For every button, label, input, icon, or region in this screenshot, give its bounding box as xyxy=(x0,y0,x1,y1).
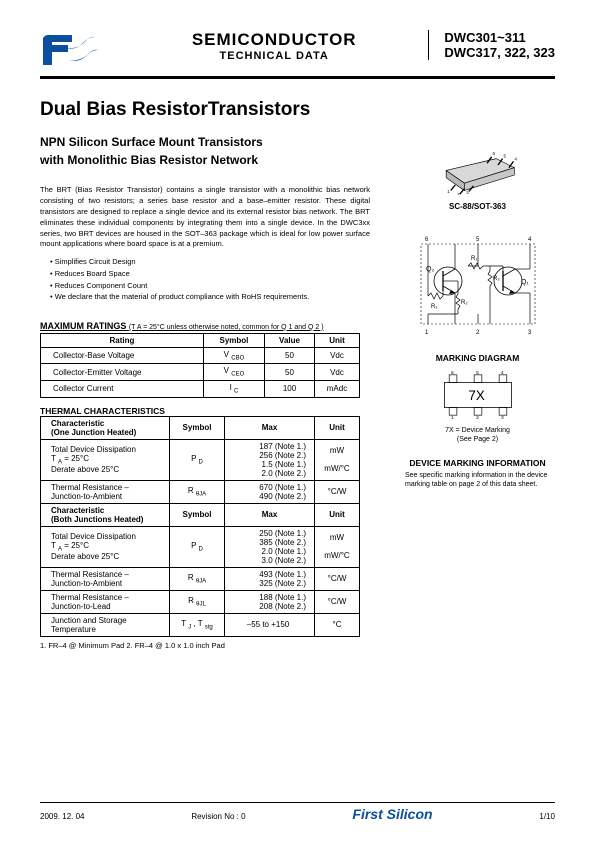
page-title: Dual Bias ResistorTransistors xyxy=(40,99,555,121)
svg-text:5: 5 xyxy=(503,154,506,159)
col-unit: Unit xyxy=(315,416,360,439)
table-header-row: Characteristic (One Junction Heated) Sym… xyxy=(41,416,360,439)
table-row: Thermal Resistance –Junction-to-Ambient … xyxy=(41,567,360,590)
svg-text:6: 6 xyxy=(492,151,495,156)
col-unit: Unit xyxy=(315,333,360,347)
col-symbol: Symbol xyxy=(170,416,225,439)
footer-page: 1/10 xyxy=(539,812,555,821)
footer-brand: First Silicon xyxy=(352,806,432,822)
marking-note-2: (See Page 2) xyxy=(405,435,550,444)
right-column: 1 2 3 4 5 6 SC-88/SOT-363 6 5 4 1 2 3 Q₂ Q₁ R₁ R… xyxy=(405,145,550,489)
package-diagram: 123 456 xyxy=(428,145,528,195)
col-symbol: Symbol xyxy=(170,503,225,526)
col-value: Value xyxy=(265,333,315,347)
svg-text:Q₂: Q₂ xyxy=(426,266,434,273)
svg-text:5: 5 xyxy=(476,237,480,243)
svg-text:6: 6 xyxy=(425,237,429,243)
thermal-subhead1b: Characteristic xyxy=(51,506,104,515)
list-item: Simplifies Circuit Design xyxy=(50,256,380,268)
thermal-subhead2b: (Both Junctions Heated) xyxy=(51,515,143,524)
thermal-subhead1: Characteristic xyxy=(51,419,104,428)
svg-text:4: 4 xyxy=(501,371,504,376)
svg-text:R₂: R₂ xyxy=(493,276,500,282)
logo xyxy=(40,30,100,70)
svg-text:1: 1 xyxy=(447,189,450,194)
table-header-row: Characteristic (Both Junctions Heated) S… xyxy=(41,503,360,526)
table-row: Thermal Resistance –Junction-to-Lead R θ… xyxy=(41,590,360,613)
circuit-diagram: 6 5 4 1 2 3 Q₂ Q₁ R₁ R₂ R₁ R₂ xyxy=(413,236,543,336)
package-label: SC-88/SOT-363 xyxy=(405,202,550,211)
footer-date: 2009. 12. 04 xyxy=(40,812,84,821)
footer-revision: Revision No : 0 xyxy=(191,812,245,821)
svg-text:R₁: R₁ xyxy=(431,304,437,310)
header: SEMICONDUCTOR TECHNICAL DATA DWC301~311 … xyxy=(40,30,555,79)
svg-text:7X: 7X xyxy=(468,388,484,403)
max-ratings-heading-text: MAXIMUM RATINGS xyxy=(40,321,126,331)
table-row: Collector-Base Voltage V CBO 50 Vdc xyxy=(41,347,360,364)
thermal-table-1: Characteristic (One Junction Heated) Sym… xyxy=(40,416,360,637)
col-unit: Unit xyxy=(315,503,360,526)
col-rating: Rating xyxy=(41,333,204,347)
svg-text:3: 3 xyxy=(528,330,532,336)
svg-text:5: 5 xyxy=(476,371,479,376)
svg-text:6: 6 xyxy=(451,371,454,376)
list-item: Reduces Component Count xyxy=(50,280,380,292)
marking-note-1: 7X = Device Marking xyxy=(405,426,550,435)
header-title: SEMICONDUCTOR xyxy=(120,30,428,50)
table-row: Collector Current I C 100 mAdc xyxy=(41,380,360,397)
table-row: Collector-Emitter Voltage V CEO 50 Vdc xyxy=(41,364,360,381)
footer: 2009. 12. 04 Revision No : 0 First Silic… xyxy=(40,802,555,822)
max-ratings-note: (T A = 25°C unless otherwise noted, comm… xyxy=(129,324,324,331)
device-marking-info-title: DEVICE MARKING INFORMATION xyxy=(405,458,550,468)
svg-text:2: 2 xyxy=(476,330,480,336)
col-symbol: Symbol xyxy=(203,333,264,347)
svg-text:2: 2 xyxy=(476,415,479,419)
max-ratings-table: Rating Symbol Value Unit Collector-Base … xyxy=(40,333,360,398)
header-center: SEMICONDUCTOR TECHNICAL DATA xyxy=(120,30,428,62)
feature-list: Simplifies Circuit Design Reduces Board … xyxy=(50,256,380,303)
svg-text:R₁: R₁ xyxy=(471,256,477,262)
svg-text:Q₁: Q₁ xyxy=(521,279,529,286)
svg-text:3: 3 xyxy=(501,415,504,419)
intro-paragraph: The BRT (Bias Resistor Transistor) conta… xyxy=(40,185,370,250)
table-row: Total Device DissipationT A = 25°CDerate… xyxy=(41,526,360,567)
list-item: Reduces Board Space xyxy=(50,268,380,280)
svg-text:4: 4 xyxy=(528,237,532,243)
marking-diagram: 6 5 4 1 2 3 7X xyxy=(428,371,528,419)
part-range-1: DWC301~311 xyxy=(444,30,555,45)
header-subtitle: TECHNICAL DATA xyxy=(120,50,428,62)
svg-text:1: 1 xyxy=(451,415,454,419)
col-max: Max xyxy=(225,416,315,439)
svg-text:1: 1 xyxy=(425,330,429,336)
table-row: Thermal Resistance –Junction-to-Ambient … xyxy=(41,480,360,503)
svg-text:4: 4 xyxy=(514,156,517,161)
svg-text:R₂: R₂ xyxy=(461,300,468,306)
device-marking-info-text: See specific marking information in the … xyxy=(405,471,550,489)
marking-diagram-title: MARKING DIAGRAM xyxy=(405,353,550,363)
part-range-2: DWC317, 322, 323 xyxy=(444,45,555,60)
header-part-numbers: DWC301~311 DWC317, 322, 323 xyxy=(428,30,555,60)
list-item: We declare that the material of product … xyxy=(50,291,380,303)
table-row: Junction and StorageTemperature T J , T … xyxy=(41,613,360,636)
col-max: Max xyxy=(225,503,315,526)
thermal-subhead2: (One Junction Heated) xyxy=(51,428,136,437)
table-header-row: Rating Symbol Value Unit xyxy=(41,333,360,347)
thermal-footnote: 1. FR–4 @ Minimum Pad 2. FR–4 @ 1.0 x 1.… xyxy=(40,641,555,650)
table-row: Total Device DissipationT A = 25°CDerate… xyxy=(41,439,360,480)
